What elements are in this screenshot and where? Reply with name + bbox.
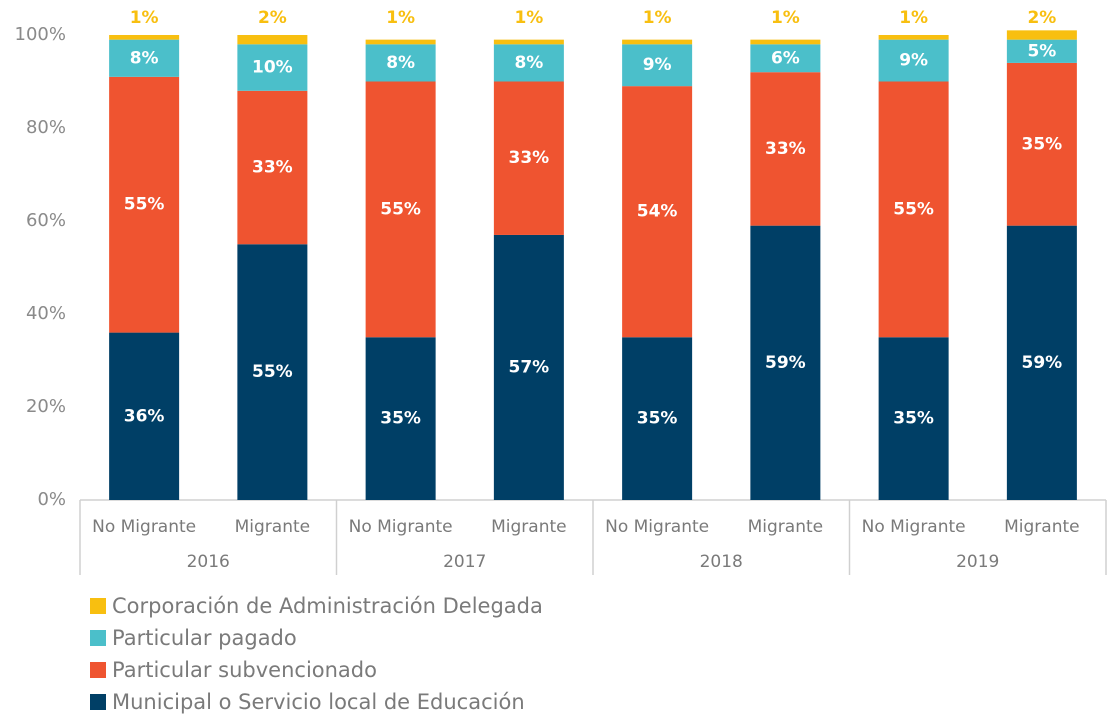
data-label: 1% bbox=[899, 8, 928, 28]
bar-segment bbox=[622, 86, 693, 338]
group-label: 2018 bbox=[700, 552, 743, 572]
group-label: 2017 bbox=[443, 552, 486, 572]
bar-segment bbox=[750, 44, 821, 73]
bar-segment bbox=[622, 337, 693, 500]
bar-segment bbox=[750, 225, 821, 500]
bar-segment bbox=[237, 44, 308, 91]
data-label: 35% bbox=[380, 409, 421, 429]
data-label: 33% bbox=[765, 139, 806, 159]
data-label: 36% bbox=[124, 406, 165, 426]
data-label: 55% bbox=[252, 362, 293, 382]
data-label: 2% bbox=[258, 8, 287, 28]
x-tick-label: Migrante bbox=[235, 517, 311, 537]
data-label: 33% bbox=[252, 158, 293, 178]
bar-segment bbox=[237, 90, 308, 245]
legend-swatch bbox=[90, 662, 106, 678]
x-tick-label: Migrante bbox=[1004, 517, 1080, 537]
legend-swatch bbox=[90, 630, 106, 646]
bar-segment bbox=[1006, 30, 1077, 40]
data-label: 1% bbox=[130, 8, 159, 28]
data-label: 1% bbox=[771, 8, 800, 28]
x-tick-label: No Migrante bbox=[605, 517, 709, 537]
legend-label: Municipal o Servicio local de Educación bbox=[112, 690, 525, 714]
data-label: 9% bbox=[899, 51, 928, 71]
data-label: 35% bbox=[637, 409, 678, 429]
data-label: 55% bbox=[124, 195, 165, 215]
y-tick-label: 80% bbox=[26, 117, 66, 138]
bar-segment bbox=[622, 44, 693, 87]
bar-segment bbox=[1006, 225, 1077, 500]
data-label: 55% bbox=[380, 199, 421, 219]
y-tick-label: 40% bbox=[26, 303, 66, 324]
y-tick-label: 0% bbox=[37, 489, 66, 510]
data-label: 57% bbox=[509, 357, 550, 377]
data-label: 55% bbox=[893, 199, 934, 219]
bar-segment bbox=[493, 81, 564, 235]
data-label: 1% bbox=[514, 8, 543, 28]
bar-segment bbox=[365, 39, 436, 45]
y-tick-label: 60% bbox=[26, 210, 66, 231]
legend-label: Corporación de Administración Delegada bbox=[112, 594, 543, 618]
legend-swatch bbox=[90, 598, 106, 614]
group-label: 2016 bbox=[187, 552, 230, 572]
legend-label: Particular pagado bbox=[112, 626, 297, 650]
data-label: 35% bbox=[893, 409, 934, 429]
bar-segment bbox=[878, 81, 949, 338]
bar-segment bbox=[878, 39, 949, 82]
bar-segment bbox=[365, 44, 436, 82]
data-label: 54% bbox=[637, 202, 678, 222]
data-label: 1% bbox=[386, 8, 415, 28]
data-label: 59% bbox=[1022, 353, 1063, 373]
bar-segment bbox=[237, 35, 308, 45]
data-label: 59% bbox=[765, 353, 806, 373]
data-label: 5% bbox=[1027, 41, 1056, 61]
bar-segment bbox=[493, 44, 564, 82]
bar-segment bbox=[878, 337, 949, 500]
bar-segment bbox=[109, 332, 180, 500]
bar-segment bbox=[365, 81, 436, 338]
data-label: 2% bbox=[1027, 8, 1056, 28]
bar-segment bbox=[365, 337, 436, 500]
bar-segment bbox=[237, 244, 308, 500]
y-tick-label: 100% bbox=[15, 24, 66, 45]
data-label: 9% bbox=[643, 55, 672, 75]
bar-segment bbox=[493, 234, 564, 500]
data-label: 8% bbox=[514, 53, 543, 73]
bar-segment bbox=[1006, 62, 1077, 226]
x-tick-label: Migrante bbox=[491, 517, 567, 537]
x-tick-label: Migrante bbox=[748, 517, 824, 537]
x-tick-label: No Migrante bbox=[862, 517, 966, 537]
data-label: 8% bbox=[386, 53, 415, 73]
legend-swatch bbox=[90, 694, 106, 710]
group-label: 2019 bbox=[956, 552, 999, 572]
bar-segment bbox=[878, 35, 949, 40]
data-label: 6% bbox=[771, 48, 800, 68]
bar-segment bbox=[750, 39, 821, 45]
data-label: 33% bbox=[509, 148, 550, 168]
bar-segment bbox=[493, 39, 564, 45]
data-label: 35% bbox=[1022, 134, 1063, 154]
data-label: 10% bbox=[252, 58, 293, 78]
bar-segment bbox=[750, 72, 821, 226]
data-label: 1% bbox=[643, 8, 672, 28]
bar-segment bbox=[1006, 39, 1077, 63]
bar-segment bbox=[622, 39, 693, 45]
bar-segment bbox=[109, 39, 180, 77]
y-tick-label: 20% bbox=[26, 396, 66, 417]
x-tick-label: No Migrante bbox=[92, 517, 196, 537]
legend-label: Particular subvencionado bbox=[112, 658, 377, 682]
x-tick-label: No Migrante bbox=[349, 517, 453, 537]
data-label: 8% bbox=[130, 48, 159, 68]
bar-segment bbox=[109, 76, 180, 333]
bar-segment bbox=[109, 35, 180, 40]
